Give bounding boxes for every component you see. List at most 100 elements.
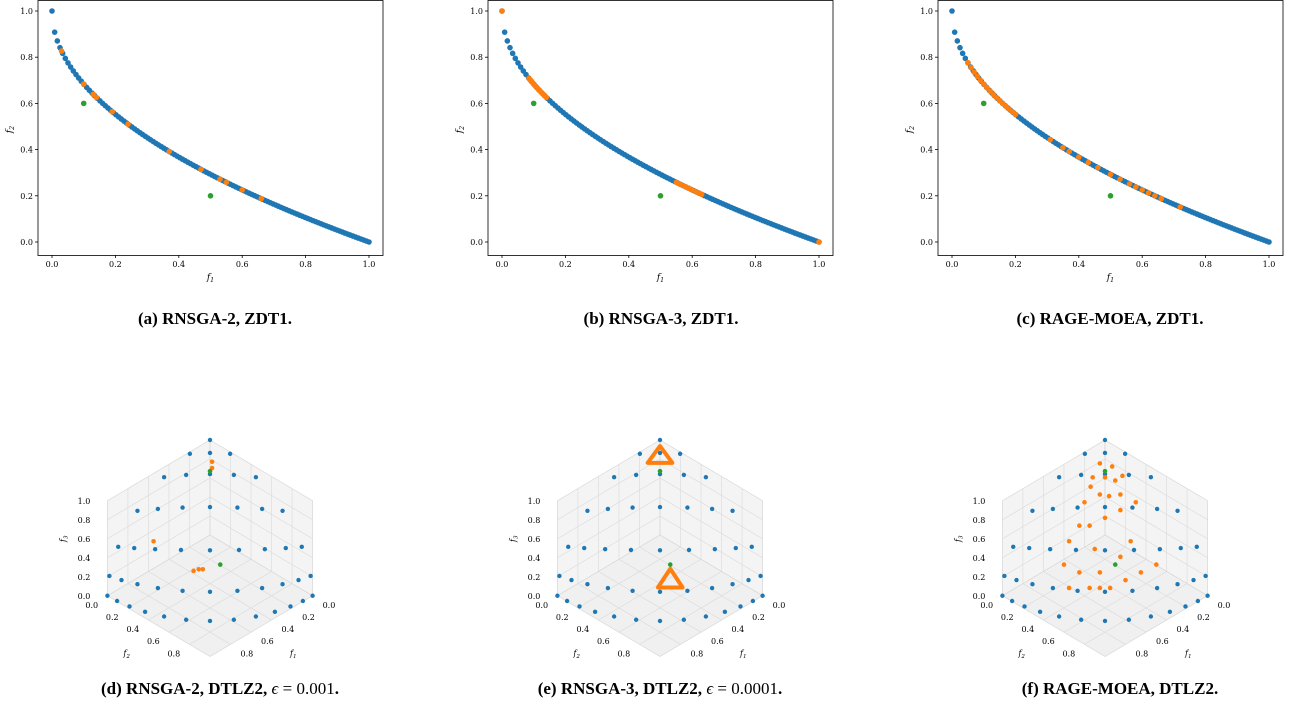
solutions-point [1117, 176, 1123, 182]
reference-point [208, 193, 214, 199]
solutions-point [1107, 494, 1112, 499]
pareto-point [612, 614, 616, 618]
x-tick-label: 0.2 [1009, 260, 1022, 269]
y-tick-label: 0.8 [470, 53, 483, 62]
plot-frame [938, 1, 1283, 256]
pareto-point [510, 51, 516, 57]
pareto-point [730, 582, 734, 586]
pareto-point [1130, 589, 1134, 593]
pareto-point [1011, 545, 1015, 549]
y-axis-label: f2 [905, 126, 916, 134]
solutions-point [1158, 196, 1164, 202]
f1-tick-label: 0.4 [282, 625, 295, 634]
pareto-point [1155, 507, 1159, 511]
f2-axis-label: f2 [572, 649, 580, 660]
pareto-point [1103, 451, 1107, 455]
f3-tick-label: 1.0 [78, 497, 91, 506]
pareto-point [254, 475, 258, 479]
f3-tick-label: 0.8 [528, 516, 541, 525]
plot-frame [488, 1, 833, 256]
solutions-point [217, 176, 223, 182]
f3-axis-label: f3 [508, 535, 519, 543]
x-tick-label: 1.0 [1263, 260, 1276, 269]
chart-f: 0.00.00.00.20.20.20.40.40.40.60.60.60.80… [925, 370, 1285, 660]
y-axis-label: f2 [455, 126, 466, 134]
solutions-point [1066, 149, 1072, 155]
y-tick-label: 0.0 [20, 238, 33, 247]
pareto-point [658, 619, 662, 623]
solutions-point [1047, 137, 1053, 143]
solutions-point [191, 569, 196, 574]
pareto-point [284, 546, 288, 550]
y-tick-label: 0.2 [470, 192, 483, 201]
x-tick-label: 1.0 [363, 260, 376, 269]
pareto-point [228, 452, 232, 456]
pareto-point [1103, 590, 1107, 594]
y-tick-label: 0.2 [920, 192, 933, 201]
f2-axis-label: f2 [122, 649, 130, 660]
pareto-point [1000, 594, 1004, 598]
pareto-point [273, 610, 277, 614]
x-tick-label: 0.4 [1072, 260, 1085, 269]
pareto-point [502, 29, 508, 35]
solutions-point [1098, 586, 1103, 591]
pareto-point [263, 547, 267, 551]
pareto-point [1130, 505, 1134, 509]
pareto-point [208, 548, 212, 552]
solutions-point [1076, 154, 1082, 160]
pareto-point [1030, 509, 1034, 513]
pareto-point [1149, 475, 1153, 479]
pareto-point [1196, 599, 1200, 603]
reference-point [981, 101, 987, 107]
pareto-point [156, 586, 160, 590]
f2-tick-label: 0.6 [1042, 637, 1055, 646]
solutions-point [59, 48, 65, 54]
solutions-point [1128, 539, 1133, 544]
solutions-point [1152, 193, 1158, 199]
pareto-point [135, 509, 139, 513]
f1-axis-label: f1 [289, 649, 297, 660]
f2-tick-label: 0.8 [1062, 649, 1075, 658]
pareto-point [1002, 574, 1006, 578]
pareto-point [955, 38, 961, 44]
f1-tick-label: 0.0 [323, 601, 336, 610]
pareto-point [658, 438, 662, 442]
f1-tick-label: 0.6 [711, 637, 724, 646]
reference-point [658, 193, 664, 199]
f3-tick-label: 0.6 [528, 535, 541, 544]
pareto-point [366, 239, 372, 245]
solutions-point [201, 567, 206, 572]
pareto-point [1103, 548, 1107, 552]
solutions-point [1098, 461, 1103, 466]
pareto-point [1175, 509, 1179, 513]
f2-tick-label: 0.6 [147, 637, 160, 646]
solutions-point [1062, 562, 1067, 567]
caption-b: (b) RNSGA-3, ZDT1. [556, 309, 766, 329]
pareto-point [119, 578, 123, 582]
y-tick-label: 0.4 [920, 146, 933, 155]
pareto-point [751, 599, 755, 603]
solutions-point [1139, 187, 1145, 193]
pareto-point [1079, 473, 1083, 477]
solutions-point [1098, 492, 1103, 497]
pareto-point [179, 548, 183, 552]
pareto-point [1103, 505, 1107, 509]
pareto-point [1075, 505, 1079, 509]
caption-d-prefix: (d) RNSGA-2, DTLZ2, [101, 679, 272, 698]
pareto-point [704, 614, 708, 618]
solutions-point [1087, 523, 1092, 528]
pareto-point [1010, 599, 1014, 603]
solutions-point [1013, 112, 1019, 118]
solutions-point [198, 167, 204, 173]
f2-tick-label: 0.4 [576, 625, 589, 634]
pareto-point [658, 590, 662, 594]
pareto-point [612, 475, 616, 479]
f2-tick-label: 0.4 [1021, 625, 1034, 634]
x-tick-label: 0.6 [1136, 260, 1149, 269]
y-tick-label: 0.6 [920, 99, 933, 108]
f2-tick-label: 0.8 [617, 649, 630, 658]
pareto-point [208, 619, 212, 623]
reference-point [81, 101, 87, 107]
pareto-point [1195, 545, 1199, 549]
pareto-point [232, 473, 236, 477]
